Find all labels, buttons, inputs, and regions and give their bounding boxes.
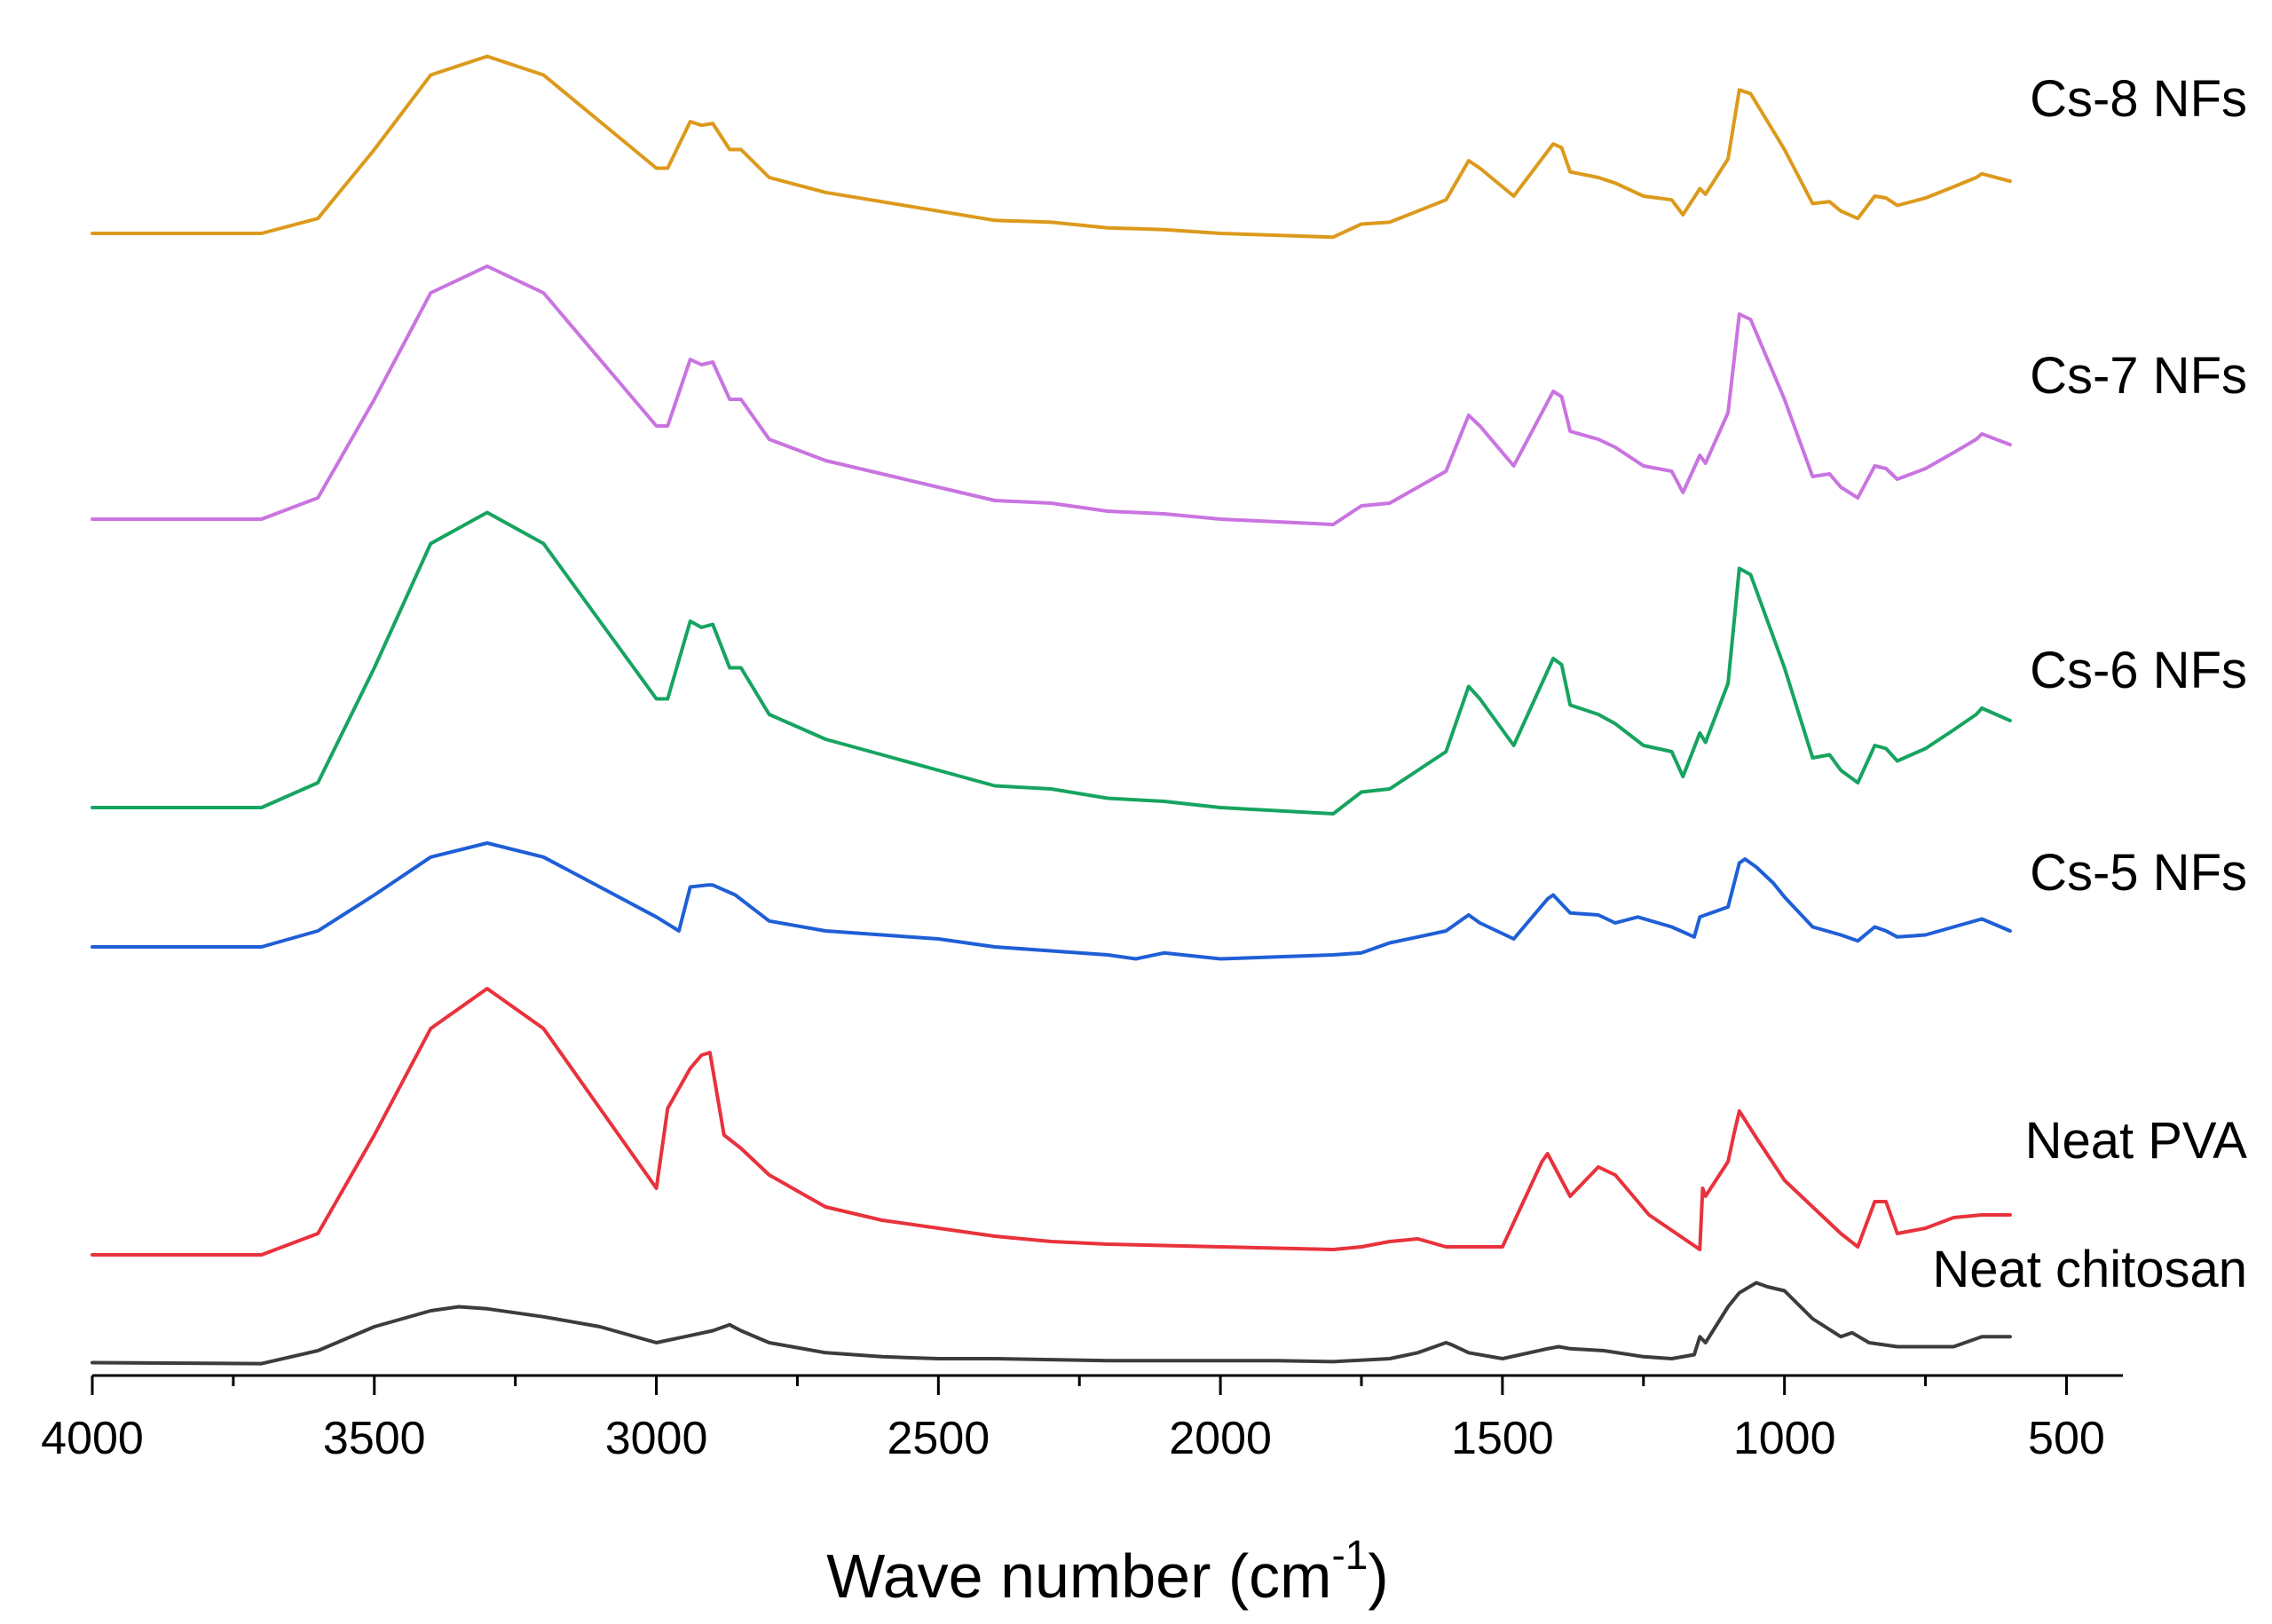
x-tick-label: 1500 bbox=[1451, 1413, 1554, 1464]
x-tick-label: 3000 bbox=[605, 1413, 708, 1464]
x-axis-title-main: Wave number (cm bbox=[826, 1541, 1331, 1611]
x-axis-title-close: ) bbox=[1368, 1541, 1388, 1611]
x-tick-label: 2000 bbox=[1169, 1413, 1272, 1464]
x-axis-title-superscript: -1 bbox=[1331, 1532, 1368, 1578]
series-label-cs-7-nfs: Cs-7 NFs bbox=[2030, 347, 2247, 405]
x-tick-label: 1000 bbox=[1733, 1413, 1836, 1464]
series-label-cs-8-nfs: Cs-8 NFs bbox=[2030, 70, 2247, 128]
x-axis-title: Wave number (cm-1) bbox=[826, 1532, 1388, 1611]
x-tick-label: 3500 bbox=[323, 1413, 426, 1464]
series-label-cs-6-nfs: Cs-6 NFs bbox=[2030, 642, 2247, 699]
series-line-cs-8-nfs bbox=[91, 54, 2012, 240]
series-label-cs-5-nfs: Cs-5 NFs bbox=[2030, 844, 2247, 902]
x-tick-label: 500 bbox=[2028, 1413, 2105, 1464]
series-line-neat-chitosan bbox=[91, 1281, 2012, 1366]
series-label-neat-chitosan: Neat chitosan bbox=[1932, 1241, 2247, 1298]
series-label-neat-pva: Neat PVA bbox=[2025, 1112, 2248, 1170]
series-line-cs-7-nfs bbox=[91, 264, 2012, 526]
series-line-cs-5-nfs bbox=[91, 841, 2012, 961]
x-tick-label: 2500 bbox=[887, 1413, 990, 1464]
x-axis: 4000 3500 3000 2500 2000 1500 1000 500 bbox=[41, 1374, 2123, 1464]
series-line-neat-pva bbox=[91, 987, 2012, 1257]
series-line-cs-6-nfs bbox=[91, 510, 2012, 816]
x-tick-label: 4000 bbox=[41, 1413, 144, 1464]
series-layer: Neat chitosan Neat PVA Cs-5 NFs Cs-6 NFs Cs-… bbox=[91, 54, 2248, 1366]
